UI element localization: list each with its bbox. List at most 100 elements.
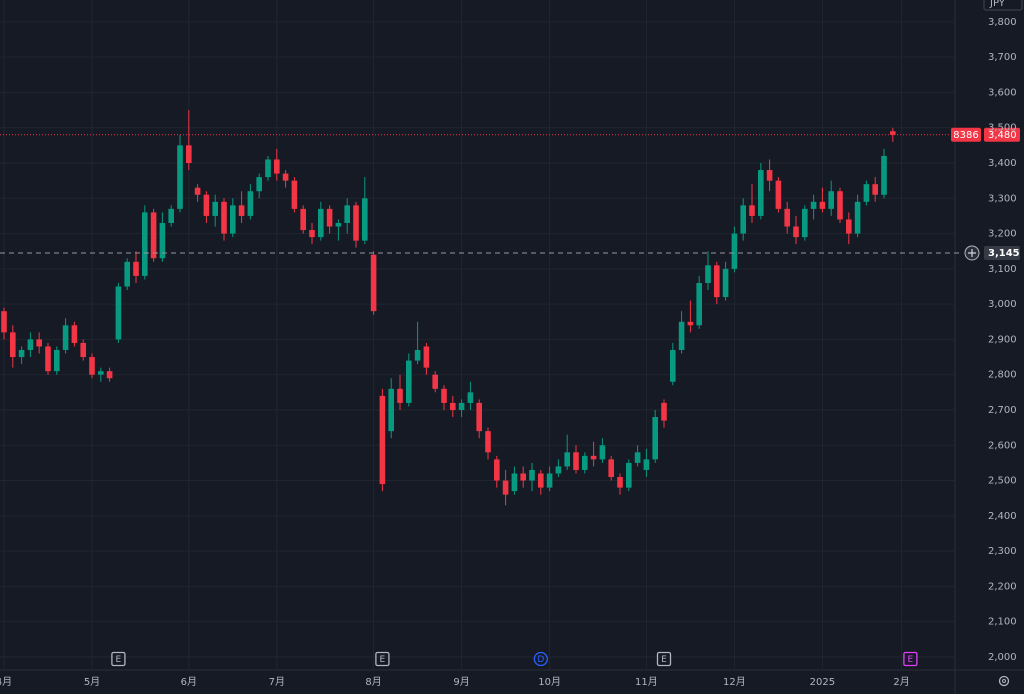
y-tick-label: 2,600 bbox=[988, 440, 1017, 451]
candle-body bbox=[203, 194, 210, 216]
symbol-label: 8386 bbox=[953, 130, 978, 141]
candle-body bbox=[872, 184, 878, 195]
y-tick-label: 2,500 bbox=[988, 476, 1017, 487]
crosshair-label: 3,145 bbox=[988, 248, 1020, 259]
x-tick-label: 5月 bbox=[84, 676, 100, 688]
y-tick-label: 3,500 bbox=[988, 123, 1017, 134]
candle-body bbox=[881, 155, 887, 195]
y-tick-label: 2,800 bbox=[988, 370, 1017, 381]
y-tick-label: 3,000 bbox=[988, 299, 1017, 310]
candle-body bbox=[318, 208, 324, 238]
candle-body bbox=[124, 261, 130, 287]
candle-body bbox=[740, 205, 746, 234]
candle-body bbox=[564, 452, 570, 467]
event-badge[interactable] bbox=[533, 651, 548, 667]
y-tick-label: 2,200 bbox=[988, 581, 1017, 592]
candle-body bbox=[749, 205, 755, 216]
candle-body bbox=[546, 473, 553, 488]
candle-body bbox=[62, 325, 69, 350]
x-tick-label: 12月 bbox=[723, 676, 746, 688]
x-tick-label: 2025 bbox=[810, 677, 835, 688]
candle-body bbox=[106, 371, 113, 379]
candle-body bbox=[476, 402, 482, 432]
candle-body bbox=[186, 145, 192, 164]
candle-body bbox=[370, 254, 377, 312]
candle-body bbox=[573, 452, 579, 470]
candle-body bbox=[18, 349, 25, 358]
candle-body bbox=[150, 212, 157, 259]
candle-body bbox=[326, 208, 333, 227]
candle-body bbox=[802, 208, 808, 238]
candle-body bbox=[230, 205, 236, 234]
candle-body bbox=[353, 205, 359, 241]
candle-body bbox=[142, 212, 148, 276]
candle-body bbox=[890, 131, 896, 135]
currency-box[interactable] bbox=[983, 0, 1023, 11]
candle-body bbox=[36, 339, 42, 347]
y-tick-label: 3,800 bbox=[988, 17, 1017, 28]
candle-body bbox=[511, 473, 518, 492]
y-tick-label: 3,300 bbox=[988, 193, 1017, 204]
candle-body bbox=[45, 346, 51, 372]
candle-body bbox=[80, 342, 86, 358]
candle-body bbox=[538, 473, 544, 488]
candle-body bbox=[705, 265, 711, 283]
event-badge bbox=[656, 651, 672, 667]
y-tick-label: 2,700 bbox=[988, 405, 1017, 416]
candle-body bbox=[450, 402, 456, 410]
candle-body bbox=[529, 469, 535, 481]
x-tick-label: 11月 bbox=[635, 676, 658, 688]
candle-body bbox=[379, 395, 386, 485]
candle-body bbox=[775, 180, 782, 209]
candle-body bbox=[617, 477, 623, 488]
candle-body bbox=[397, 388, 403, 403]
candle-body bbox=[441, 388, 447, 403]
candle-body bbox=[670, 349, 676, 382]
candle-body bbox=[238, 205, 245, 216]
add-icon bbox=[968, 248, 976, 257]
candle-body bbox=[652, 417, 658, 460]
candle-body bbox=[828, 191, 834, 209]
settings-icon[interactable] bbox=[998, 675, 1010, 687]
x-tick-label: 4月 bbox=[0, 676, 12, 688]
candle-body bbox=[71, 325, 78, 343]
currency[interactable]: JPY bbox=[989, 0, 1006, 9]
candle-body bbox=[608, 459, 614, 478]
y-tick-label: 3,700 bbox=[988, 52, 1017, 63]
candle-body bbox=[520, 473, 526, 481]
candle-body bbox=[133, 261, 139, 276]
y-tick-label: 3,200 bbox=[988, 229, 1017, 240]
event-badge bbox=[111, 651, 126, 667]
candle-body bbox=[212, 201, 218, 216]
event-badge bbox=[375, 651, 390, 667]
candle-body bbox=[194, 187, 201, 195]
candle-body bbox=[388, 388, 394, 432]
candle-body bbox=[423, 346, 430, 368]
candle-body bbox=[344, 205, 350, 223]
x-tick-label: 10月 bbox=[538, 676, 561, 688]
candle-body bbox=[309, 230, 315, 238]
candle-body bbox=[300, 208, 306, 231]
candle-body bbox=[335, 222, 342, 227]
candle-body bbox=[291, 180, 298, 209]
candle-body bbox=[626, 462, 632, 488]
x-tick-label: 7月 bbox=[269, 676, 285, 688]
candle-body bbox=[819, 201, 826, 209]
candle-body bbox=[502, 480, 509, 495]
candle-body bbox=[458, 402, 465, 410]
candle-body bbox=[678, 321, 685, 350]
candle-body bbox=[687, 321, 694, 326]
candle-body bbox=[1, 311, 7, 333]
candle-body bbox=[221, 201, 227, 234]
y-tick-label: 2,900 bbox=[988, 334, 1017, 345]
candle-body bbox=[282, 173, 289, 181]
candle-body bbox=[362, 198, 368, 241]
candle-body bbox=[731, 233, 738, 269]
candle-body bbox=[599, 445, 606, 460]
candle-body bbox=[247, 191, 254, 216]
x-tick-label: 2月 bbox=[893, 676, 909, 688]
candle-body bbox=[714, 265, 720, 298]
